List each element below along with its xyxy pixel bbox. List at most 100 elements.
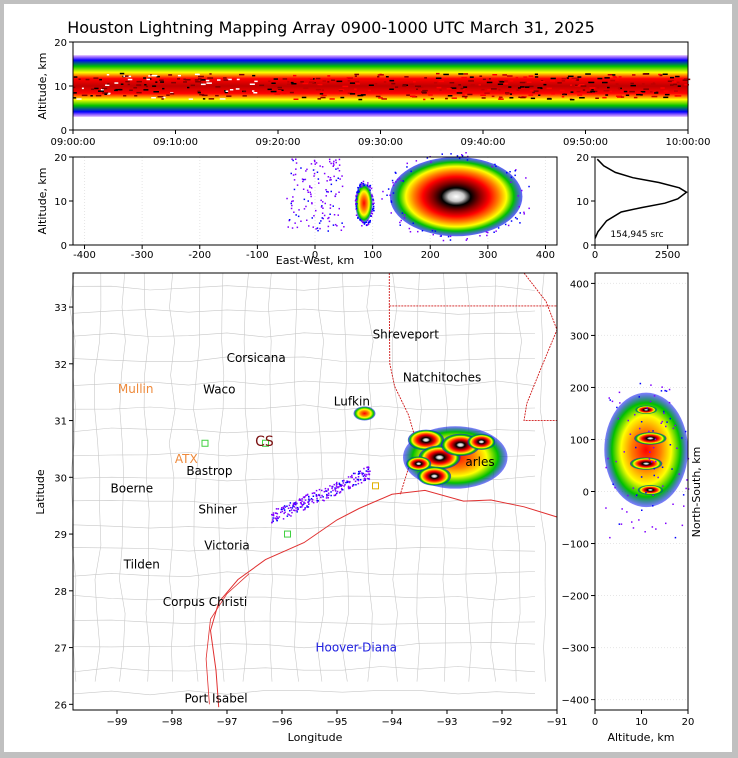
map-source xyxy=(299,506,302,508)
map-source xyxy=(286,505,288,507)
time-altitude-source xyxy=(436,86,442,89)
map-source xyxy=(341,487,343,490)
east-west-source xyxy=(288,219,290,222)
east-west-source xyxy=(332,205,334,207)
map-source xyxy=(345,481,347,484)
map-source xyxy=(318,493,320,496)
time-altitude-source xyxy=(546,87,552,90)
time-altitude-source xyxy=(484,92,490,94)
north-south-ytick-label: 0 xyxy=(583,488,589,499)
time-altitude-source xyxy=(327,81,330,83)
time-altitude-source xyxy=(195,81,202,83)
east-west-xtick-label: -200 xyxy=(188,250,211,261)
east-west-source xyxy=(507,224,510,227)
east-west-source xyxy=(510,176,513,179)
time-altitude-source xyxy=(670,76,675,79)
map-source xyxy=(364,474,366,477)
time-altitude-source xyxy=(491,88,497,90)
time-altitude-source xyxy=(576,90,581,93)
time-altitude-source xyxy=(123,95,127,97)
map-source xyxy=(316,501,318,503)
time-altitude-source xyxy=(602,96,607,99)
time-altitude-source xyxy=(492,74,498,76)
map-source xyxy=(355,476,357,479)
east-west-source xyxy=(406,162,408,165)
east-west-source xyxy=(408,227,411,230)
time-altitude-source xyxy=(319,93,324,95)
north-south-ytick-label: 400 xyxy=(570,279,589,290)
histogram-xtick-label: 2500 xyxy=(655,250,680,261)
map-source xyxy=(325,490,327,492)
time-altitude-ytick-label: 20 xyxy=(54,38,67,49)
time-altitude-source xyxy=(102,87,108,90)
east-west-source xyxy=(341,175,343,177)
map-source xyxy=(335,485,338,487)
time-altitude-source xyxy=(290,81,294,84)
east-west-source xyxy=(292,196,294,198)
east-west-ytick-label: 20 xyxy=(54,153,67,164)
north-south-source xyxy=(682,494,685,496)
map-source xyxy=(283,507,285,510)
time-altitude-source xyxy=(198,75,204,78)
east-west-panel: -400 -300 -200 -100 0 100 200 300 400 0 10 20 Altit… xyxy=(36,152,558,267)
time-altitude-source xyxy=(550,80,556,82)
map-source xyxy=(336,483,338,486)
east-west-source xyxy=(303,178,305,181)
time-altitude-source xyxy=(550,77,556,80)
time-altitude-source xyxy=(551,93,555,95)
map-source xyxy=(367,468,369,471)
north-south-source xyxy=(665,425,667,428)
time-altitude-source xyxy=(409,95,416,97)
north-south-source xyxy=(652,494,654,496)
map-source xyxy=(272,517,274,519)
map-source xyxy=(288,504,291,507)
time-altitude-source xyxy=(320,96,326,99)
map-source xyxy=(297,508,299,511)
time-altitude-source xyxy=(199,93,205,96)
map-source xyxy=(363,477,366,480)
north-south-ytick-label: 300 xyxy=(570,331,589,342)
time-altitude-source xyxy=(151,97,156,99)
map-source xyxy=(368,473,370,475)
map-source xyxy=(299,499,302,502)
east-west-source xyxy=(315,162,318,164)
map-source xyxy=(292,505,294,507)
time-altitude-source xyxy=(479,75,483,77)
east-west-source xyxy=(491,165,493,168)
east-west-source xyxy=(372,209,375,212)
map-source xyxy=(272,519,274,521)
map-source xyxy=(297,507,299,510)
time-altitude-source xyxy=(197,90,201,93)
time-altitude-source xyxy=(200,83,206,86)
time-altitude-source xyxy=(597,87,600,89)
east-west-source xyxy=(372,207,374,210)
county-line xyxy=(119,272,126,682)
north-south-source xyxy=(662,485,664,487)
north-south-source xyxy=(669,444,672,446)
time-altitude-source xyxy=(509,97,514,99)
map-city-label: arles xyxy=(465,455,494,469)
map-source xyxy=(316,497,318,500)
time-altitude-source xyxy=(308,78,314,80)
time-altitude-source xyxy=(509,80,514,82)
time-altitude-source xyxy=(642,73,649,75)
map-xtick-label: −95 xyxy=(326,717,347,728)
time-altitude-source xyxy=(509,93,513,95)
county-line xyxy=(268,272,275,682)
time-altitude-source xyxy=(470,84,475,86)
time-altitude-xtick-label: 09:40:00 xyxy=(461,137,506,148)
time-altitude-source xyxy=(458,84,462,86)
map-source xyxy=(306,505,308,507)
east-west-source xyxy=(516,218,518,220)
time-altitude-source xyxy=(378,97,383,99)
county-line xyxy=(72,547,536,552)
map-source xyxy=(288,514,291,516)
east-west-source xyxy=(325,189,327,191)
east-west-source xyxy=(309,185,311,187)
time-altitude-source xyxy=(73,92,77,94)
time-altitude-source xyxy=(463,73,469,75)
map-source xyxy=(272,520,274,523)
map-source xyxy=(366,477,369,480)
map-source xyxy=(276,515,278,518)
time-altitude-source xyxy=(667,80,674,82)
